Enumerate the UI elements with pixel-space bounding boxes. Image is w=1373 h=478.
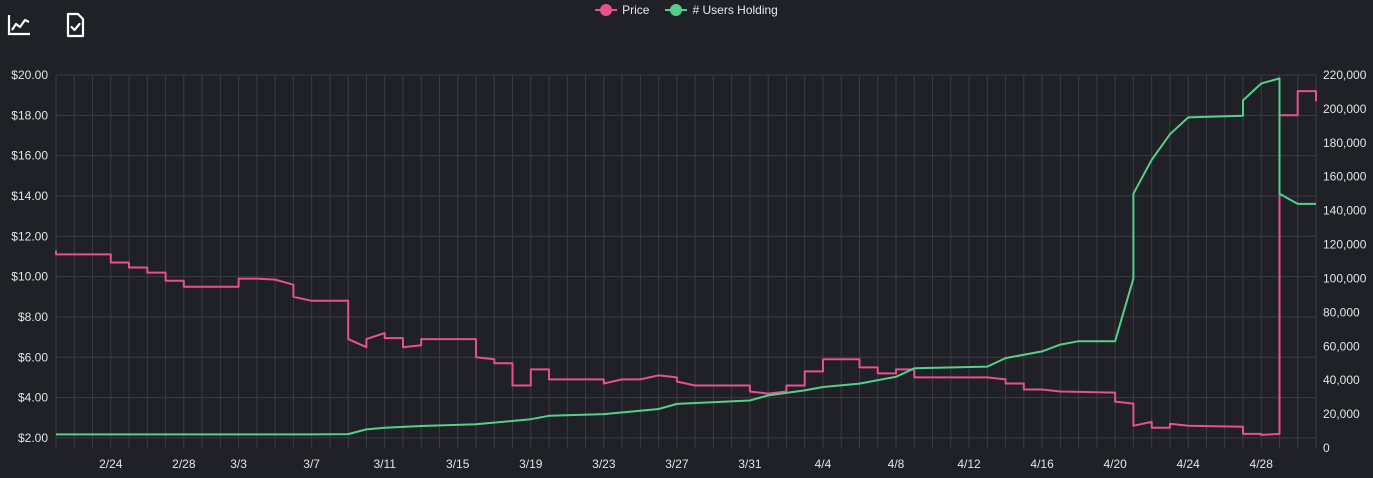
x-tick-label: 3/11 [373, 457, 396, 471]
chart-legend: Price # Users Holding [0, 3, 1373, 17]
chart-series [55, 77, 1317, 436]
y-right-tick-label: 200,000 [1323, 102, 1367, 116]
legend-swatch-users [665, 3, 688, 17]
x-tick-label: 4/16 [1030, 457, 1054, 471]
x-tick-label: 3/31 [738, 457, 762, 471]
y-left-tick-label: $2.00 [18, 431, 48, 445]
y-right-tick-label: 220,000 [1323, 68, 1367, 82]
y-right-tick-label: 0 [1323, 441, 1330, 455]
y-right-tick-label: 80,000 [1323, 305, 1360, 319]
x-tick-label: 4/4 [815, 457, 832, 471]
price-series-line [55, 90, 1317, 436]
y-left-tick-label: $8.00 [18, 310, 48, 324]
y-left-tick-label: $12.00 [11, 229, 48, 243]
legend-dot-users [670, 4, 683, 16]
export-document-icon[interactable] [62, 12, 88, 38]
legend-swatch-price [595, 3, 618, 17]
y-left-tick-label: $10.00 [11, 270, 48, 284]
legend-label-users: # Users Holding [692, 3, 778, 17]
x-tick-label: 3/23 [592, 457, 616, 471]
y-right-tick-label: 60,000 [1323, 339, 1360, 353]
line-chart-icon[interactable] [6, 12, 32, 38]
y-left-tick-label: $16.00 [11, 149, 48, 163]
y-left-tick-label: $14.00 [11, 189, 48, 203]
y-left-tick-label: $20.00 [11, 68, 48, 82]
y-right-tick-label: 100,000 [1323, 271, 1367, 285]
x-tick-label: 4/8 [888, 457, 905, 471]
y-right-tick-label: 140,000 [1323, 204, 1367, 218]
y-right-tick-label: 120,000 [1323, 238, 1367, 252]
x-tick-label: 2/24 [99, 457, 123, 471]
y-right-tick-label: 180,000 [1323, 136, 1367, 150]
y-left-tick-label: $18.00 [11, 108, 48, 122]
x-tick-label: 3/19 [519, 457, 543, 471]
y-right-tick-label: 160,000 [1323, 170, 1367, 184]
legend-item-price[interactable]: Price [595, 3, 649, 17]
x-tick-label: 4/28 [1250, 457, 1274, 471]
chart-toolbar [6, 12, 88, 38]
y-right-tick-label: 20,000 [1323, 407, 1360, 421]
x-tick-label: 3/15 [446, 457, 470, 471]
x-tick-label: 3/3 [230, 457, 247, 471]
x-tick-label: 4/12 [957, 457, 981, 471]
x-tick-label: 2/28 [172, 457, 196, 471]
chart-grid [55, 74, 1317, 448]
legend-label-price: Price [622, 3, 650, 17]
users-holding-series-line [56, 77, 1316, 436]
y-right-tick-label: 40,000 [1323, 373, 1360, 387]
x-tick-label: 3/7 [303, 457, 320, 471]
x-tick-label: 4/20 [1103, 457, 1127, 471]
y-left-tick-label: $6.00 [18, 350, 48, 364]
x-tick-label: 4/24 [1176, 457, 1200, 471]
chart-axes: $2.00 $4.00 $6.00 $8.00 $10.00 $12.00 $14.00 $1… [11, 68, 1366, 471]
legend-dot-price [600, 4, 613, 16]
legend-item-users[interactable]: # Users Holding [665, 3, 778, 17]
x-tick-label: 3/27 [665, 457, 689, 471]
y-left-tick-label: $4.00 [18, 391, 48, 405]
